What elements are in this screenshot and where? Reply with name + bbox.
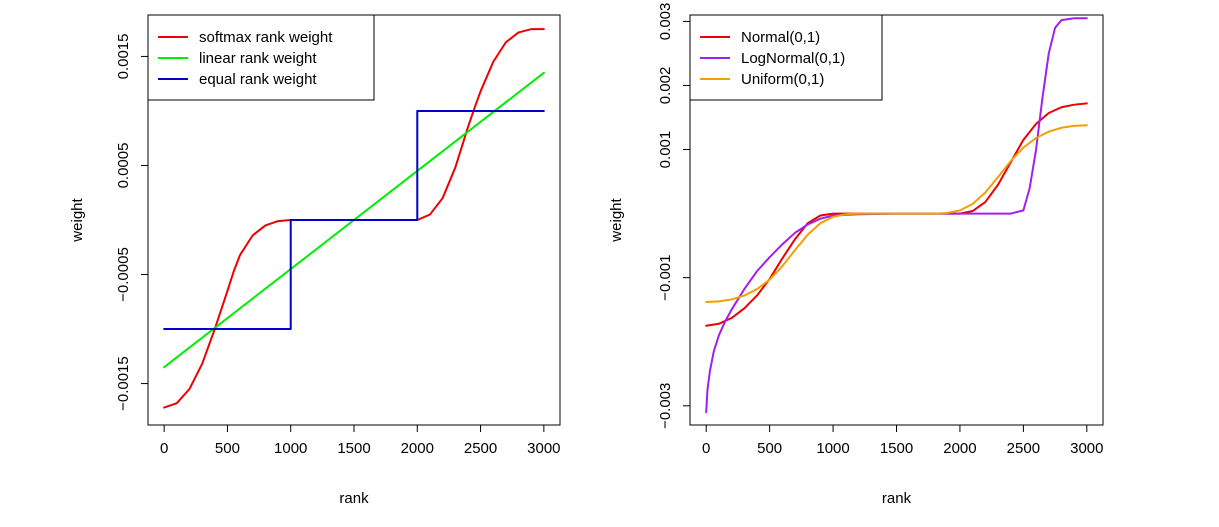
series-group	[163, 28, 545, 409]
y-axis-title: weight	[69, 197, 86, 242]
x-tick-label: 500	[215, 440, 240, 457]
x-tick-label: 2000	[401, 440, 434, 457]
x-tick-label: 1000	[274, 440, 307, 457]
series-line-3	[705, 124, 1088, 303]
x-tick-label: 1500	[880, 440, 913, 457]
x-tick-label: 500	[757, 440, 782, 457]
y-axis: −0.003 −0.001 0.001 0.002 0.003	[657, 3, 691, 429]
y-tick-label: 0.002	[657, 67, 674, 105]
x-tick-label: 1000	[816, 440, 849, 457]
x-tick-label: 0	[160, 440, 168, 457]
legend-label: LogNormal(0,1)	[741, 50, 845, 67]
x-tick-label: 1500	[337, 440, 370, 457]
series-line-3	[163, 109, 545, 331]
x-tick-label: 2500	[464, 440, 497, 457]
y-axis-title: weight	[608, 197, 625, 242]
y-tick-label: −0.0015	[115, 356, 132, 411]
x-axis: 0 500 1000 1500 2000 2500 3000	[702, 424, 1103, 457]
series-group	[705, 17, 1088, 414]
legend-label: equal rank weight	[199, 71, 317, 88]
legend: Normal(0,1) LogNormal(0,1) Uniform(0,1)	[689, 14, 883, 101]
right-panel: 0 500 1000 1500 2000 2500 3000 −0.003 −0.001 0.00…	[608, 3, 1104, 507]
y-tick-label: 0.0005	[115, 143, 132, 189]
y-tick-label: 0.001	[657, 131, 674, 169]
x-tick-label: 3000	[1070, 440, 1103, 457]
x-axis: 0 500 1000 1500 2000 2500 3000	[160, 424, 561, 457]
y-tick-label: 0.003	[657, 3, 674, 41]
legend-label: Uniform(0,1)	[741, 71, 824, 88]
x-tick-label: 0	[702, 440, 710, 457]
legend-label: linear rank weight	[199, 50, 317, 67]
y-axis: −0.0015 −0.0005 0.0005 0.0015	[115, 33, 149, 411]
legend: softmax rank weight linear rank weight equ…	[147, 14, 375, 101]
left-panel: 0 500 1000 1500 2000 2500 3000 −0.0015 −0.0005 0.…	[69, 14, 561, 507]
x-tick-label: 3000	[527, 440, 560, 457]
y-tick-label: −0.0005	[115, 247, 132, 302]
x-tick-label: 2000	[943, 440, 976, 457]
y-tick-label: −0.003	[657, 383, 674, 429]
x-axis-title: rank	[882, 490, 912, 507]
x-axis-title: rank	[339, 490, 369, 507]
legend-label: softmax rank weight	[199, 29, 333, 46]
y-tick-label: 0.0015	[115, 33, 132, 79]
x-tick-label: 2500	[1007, 440, 1040, 457]
y-tick-label: −0.001	[657, 255, 674, 301]
series-line-2	[705, 17, 1088, 414]
legend-label: Normal(0,1)	[741, 29, 820, 46]
